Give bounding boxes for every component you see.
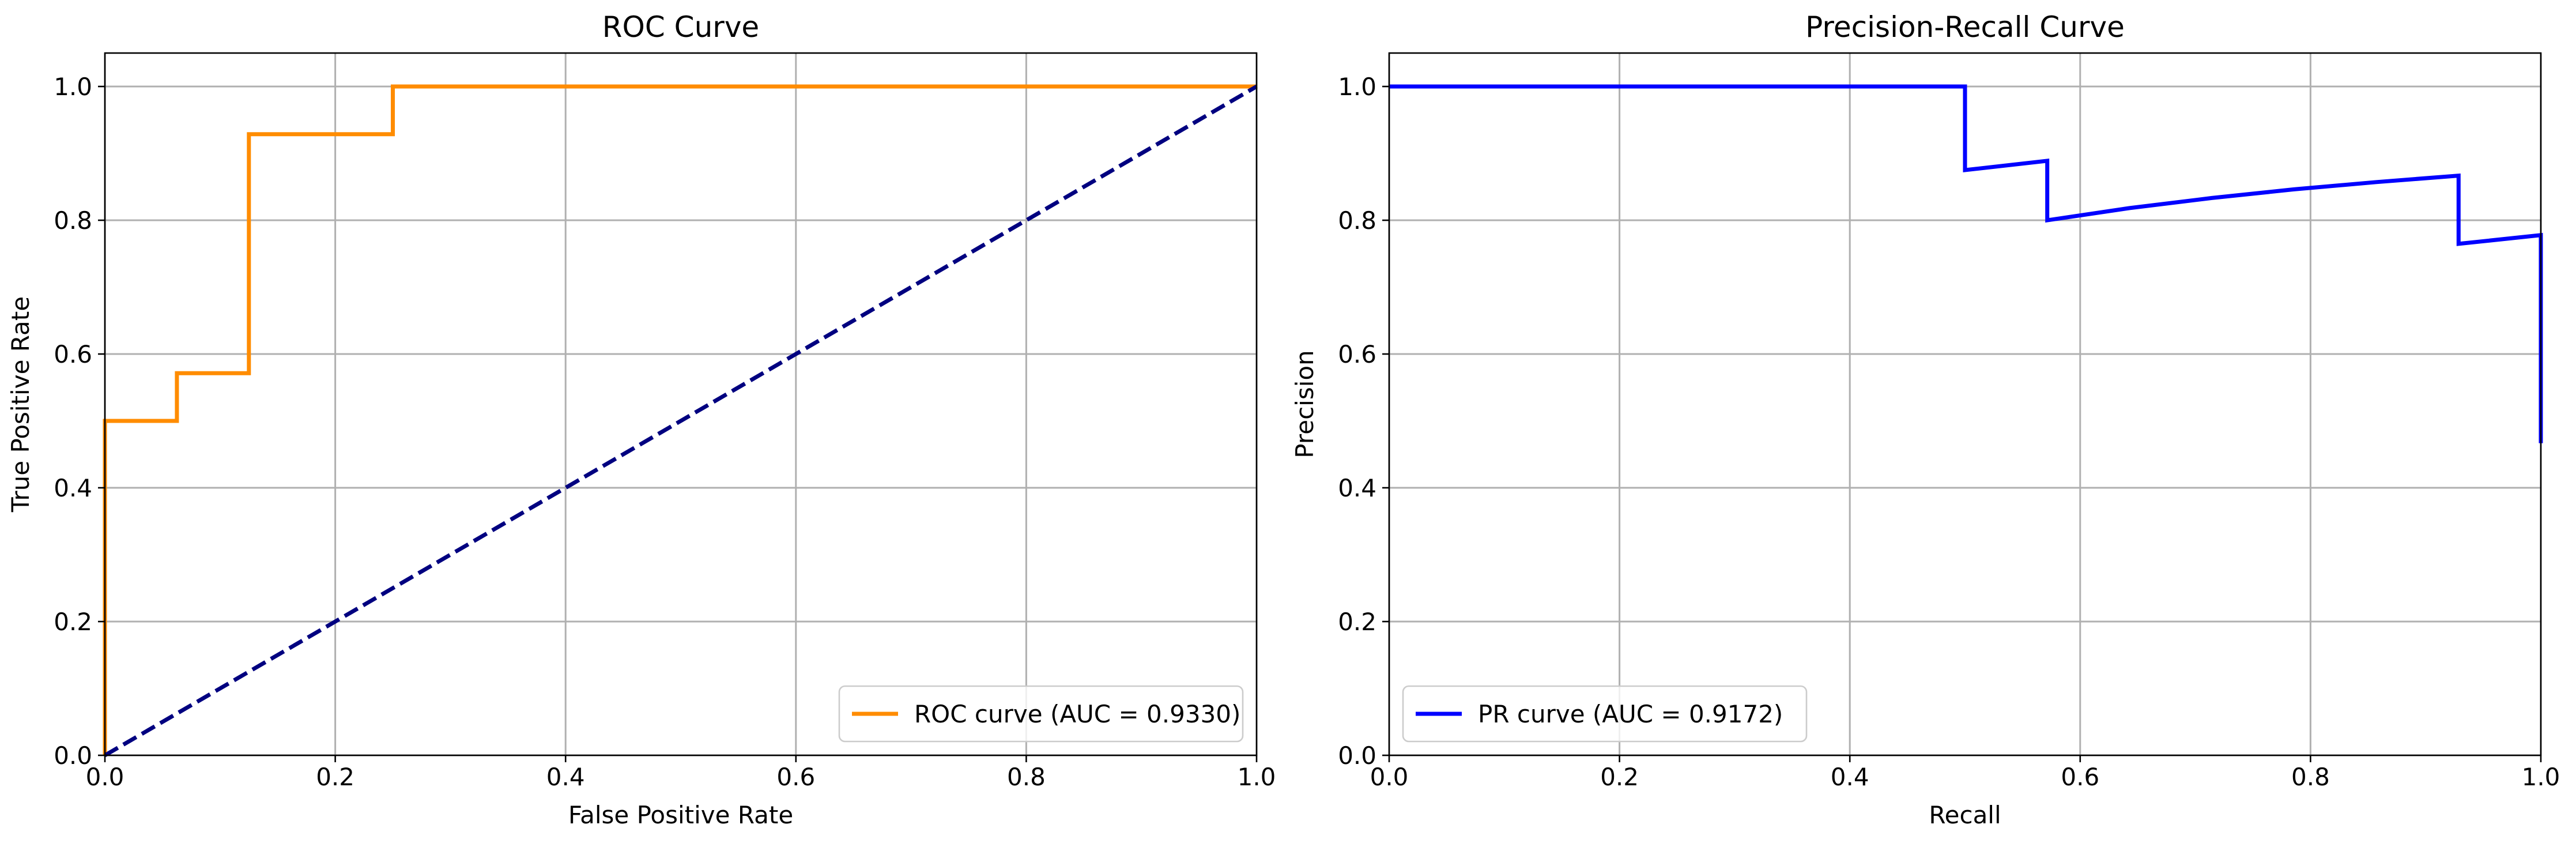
roc-chart: 0.0 0.2 0.4 0.6 0.8 1.0 0.0 0.2 0.4 0.6 0.8 1.0 ROC …	[6, 10, 1276, 829]
roc-y-tick-label: 0.2	[54, 608, 92, 636]
roc-legend-label: ROC curve (AUC = 0.9330)	[914, 700, 1240, 728]
pr-y-tick-label: 0.2	[1338, 608, 1376, 636]
roc-legend: ROC curve (AUC = 0.9330)	[838, 685, 1244, 743]
pr-x-tick-label: 0.0	[1370, 763, 1409, 791]
roc-x-tick-label: 0.6	[776, 763, 815, 791]
pr-x-tick-label: 0.2	[1600, 763, 1639, 791]
pr-x-axis-label: Recall	[1929, 801, 2001, 829]
roc-y-axis-label: True Positive Rate	[6, 296, 35, 513]
pr-y-tick-label: 0.4	[1338, 474, 1376, 502]
roc-y-tick-label: 0.0	[54, 741, 92, 770]
roc-x-axis-label: False Positive Rate	[568, 801, 793, 829]
roc-title: ROC Curve	[602, 10, 759, 44]
pr-series-line	[1389, 84, 2543, 443]
roc-x-tick-label: 0.0	[86, 763, 125, 791]
pr-y-axis-label: Precision	[1291, 350, 1319, 458]
pr-x-tick-label: 1.0	[2522, 763, 2560, 791]
roc-x-tick-label: 0.4	[546, 763, 585, 791]
pr-x-tick-label: 0.4	[1831, 763, 1869, 791]
pr-y-tick-label: 0.6	[1338, 340, 1376, 368]
roc-series-line	[104, 84, 1258, 758]
roc-y-tick-label: 0.6	[54, 340, 92, 368]
roc-axes-frame	[104, 52, 1258, 756]
roc-x-tick-label: 0.8	[1007, 763, 1046, 791]
roc-x-tick-label: 0.2	[316, 763, 354, 791]
pr-x-tick-label: 0.6	[2061, 763, 2099, 791]
pr-y-tick-label: 0.8	[1338, 206, 1376, 235]
pr-axes-frame	[1388, 52, 2542, 756]
pr-legend: PR curve (AUC = 0.9172)	[1402, 685, 1808, 743]
pr-legend-label: PR curve (AUC = 0.9172)	[1478, 700, 1783, 728]
roc-y-tick-label: 0.4	[54, 474, 92, 502]
pr-y-tick-label: 1.0	[1338, 73, 1376, 101]
pr-y-tick-label: 0.0	[1338, 741, 1376, 770]
pr-legend-box	[1402, 685, 1808, 743]
pr-title: Precision-Recall Curve	[1805, 10, 2125, 44]
pr-chart: 0.0 0.2 0.4 0.6 0.8 1.0 0.0 0.2 0.4 0.6 0.8 1.0 Prec…	[1291, 10, 2560, 829]
pr-x-tick-label: 0.8	[2291, 763, 2330, 791]
roc-legend-box	[838, 685, 1244, 743]
roc-y-tick-label: 0.8	[54, 206, 92, 235]
roc-y-tick-label: 1.0	[54, 73, 92, 101]
roc-x-tick-label: 1.0	[1238, 763, 1276, 791]
